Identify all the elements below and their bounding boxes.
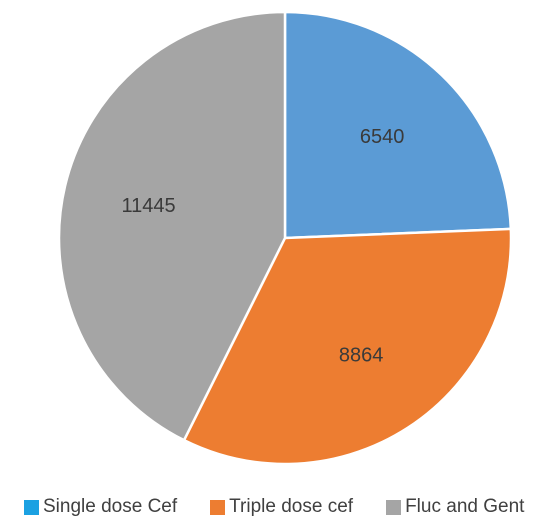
legend-item-fluc-and-gent: Fluc and Gent <box>386 496 524 518</box>
pie-slices <box>57 10 513 466</box>
pie-slice-triple-dose-cef <box>182 227 513 466</box>
pie-slice-single-dose-cef <box>283 10 513 240</box>
legend-item-single-dose-cef: Single dose Cef <box>24 496 177 518</box>
legend-label-fluc-and-gent: Fluc and Gent <box>405 496 525 517</box>
data-label-fluc-and-gent: 11445 <box>122 195 176 217</box>
legend-swatch-fluc-and-gent <box>386 499 402 515</box>
legend-item-triple-dose-cef: Triple dose cef <box>210 496 353 518</box>
legend-label-triple-dose-cef: Triple dose cef <box>229 496 354 517</box>
legend-label-single-dose-cef: Single dose Cef <box>43 496 178 517</box>
chart-legend: Single dose Cef Triple dose cef Fluc and… <box>24 496 556 518</box>
pie-data-labels: 6540 8864 11445 <box>122 126 405 367</box>
legend-swatch-single-dose-cef <box>24 499 39 515</box>
pie-slice-fluc-and-gent <box>57 10 287 442</box>
data-label-triple-dose-cef: 8864 <box>339 345 384 367</box>
legend-swatch-triple-dose-cef <box>210 499 226 515</box>
data-label-single-dose-cef: 6540 <box>360 126 405 148</box>
